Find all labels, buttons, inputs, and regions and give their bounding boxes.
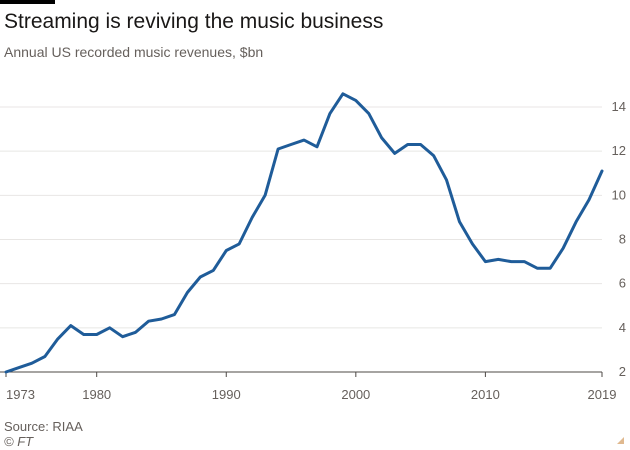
y-tick-label: 4 (619, 320, 626, 335)
y-tick-label: 10 (612, 187, 626, 202)
chart-subtitle: Annual US recorded music revenues, $bn (4, 44, 264, 60)
x-tick-label: 1980 (82, 387, 111, 402)
series-layer (4, 92, 604, 374)
y-tick-label: 6 (619, 276, 626, 291)
x-tick-label: 2010 (471, 387, 500, 402)
x-tick-label: 2019 (588, 387, 617, 402)
axes: 2 4 6 8 10 12 14 1973 1980 1990 2000 2010 2019 (0, 99, 626, 402)
x-tick-label: 1990 (212, 387, 241, 402)
y-tick-label: 8 (619, 232, 626, 247)
x-tick-label: 2000 (341, 387, 370, 402)
corner-mark-icon (617, 437, 624, 444)
gridlines (0, 106, 602, 329)
x-tick-label: 1973 (6, 387, 35, 402)
chart-title: Streaming is reviving the music business (4, 10, 384, 33)
y-tick-label: 12 (612, 143, 626, 158)
series-line-0 (4, 92, 604, 374)
y-tick-label: 14 (612, 99, 626, 114)
source-note: Source: RIAA (4, 419, 83, 434)
ft-credit: © FT (4, 434, 34, 449)
y-tick-label: 2 (619, 364, 626, 379)
line-chart: 2 4 6 8 10 12 14 1973 1980 1990 2000 2010 2019 (0, 92, 626, 402)
brand-bar (0, 0, 55, 4)
